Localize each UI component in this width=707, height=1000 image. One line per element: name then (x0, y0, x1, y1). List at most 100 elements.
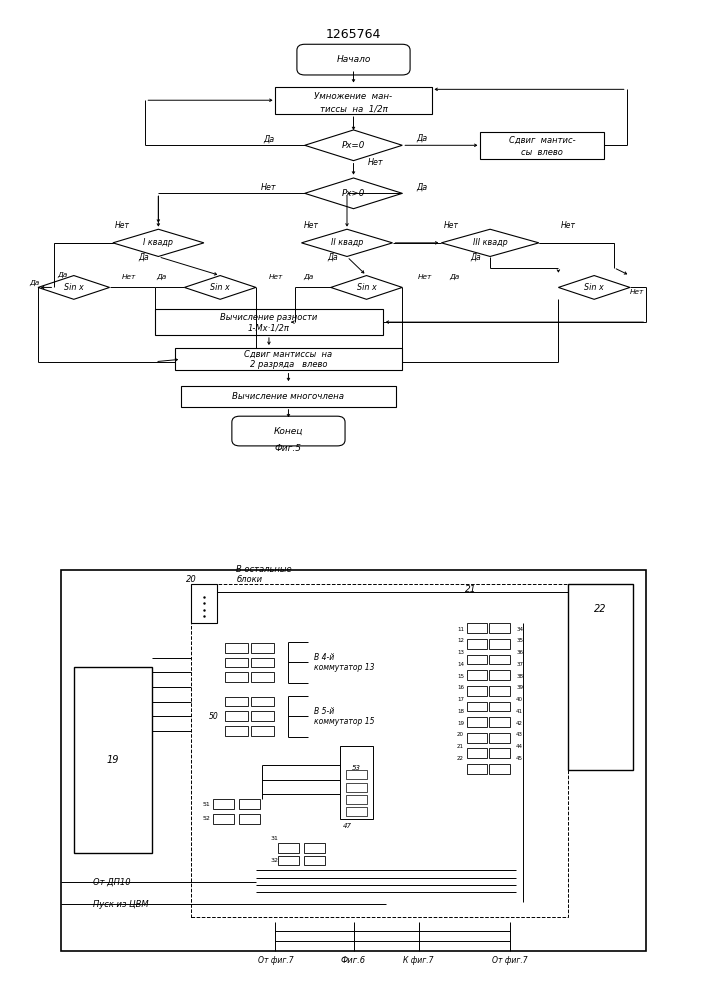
Text: Sin x: Sin x (356, 283, 376, 292)
Text: Умножение  ман-: Умножение ман- (315, 92, 392, 101)
Text: 51: 51 (203, 802, 211, 807)
Text: Фиг.5: Фиг.5 (275, 444, 302, 453)
Text: 20: 20 (457, 732, 464, 737)
Text: 11: 11 (457, 627, 464, 632)
Text: От фиг.7: От фиг.7 (492, 956, 527, 965)
Bar (251, 697, 274, 706)
Text: 50: 50 (209, 712, 218, 721)
Text: 1265764: 1265764 (326, 28, 381, 41)
Text: Да: Да (303, 273, 313, 280)
Bar (304, 843, 325, 853)
Text: Нет: Нет (443, 221, 459, 230)
Text: 2 разряда   влево: 2 разряда влево (250, 360, 327, 369)
Text: Вычисление многочлена: Вычисление многочлена (233, 392, 344, 401)
Text: 52: 52 (202, 816, 211, 821)
Text: 42: 42 (516, 721, 523, 726)
Bar (346, 770, 367, 779)
Bar (278, 856, 299, 865)
Bar (467, 764, 488, 774)
Text: 35: 35 (516, 638, 523, 643)
Bar (346, 807, 367, 816)
Bar (341, 746, 373, 819)
Text: Да: Да (156, 273, 167, 280)
Text: Да: Да (30, 279, 40, 286)
Text: 16: 16 (457, 685, 464, 690)
Text: 22: 22 (595, 604, 607, 614)
Text: 39: 39 (516, 685, 523, 690)
Text: 20: 20 (185, 575, 197, 584)
Bar (225, 726, 248, 736)
Text: Фиг.6: Фиг.6 (341, 956, 366, 965)
Bar (489, 623, 510, 633)
Bar (346, 783, 367, 792)
Text: Пуск из ЦВМ: Пуск из ЦВМ (93, 900, 149, 909)
Bar (251, 672, 274, 682)
FancyBboxPatch shape (480, 132, 604, 159)
Bar (213, 814, 234, 824)
Text: Нет: Нет (629, 289, 643, 295)
Bar (489, 733, 510, 743)
Bar (467, 748, 488, 758)
Bar (225, 697, 248, 706)
Text: Сдвиг  мантис-: Сдвиг мантис- (509, 136, 575, 145)
Text: тиссы  на  1/2π: тиссы на 1/2π (320, 105, 387, 114)
Text: Sin x: Sin x (64, 283, 83, 292)
Text: Сдвиг мантиссы  на: Сдвиг мантиссы на (245, 350, 332, 359)
Bar (191, 584, 568, 917)
FancyBboxPatch shape (297, 44, 410, 75)
Bar (61, 570, 646, 951)
Text: К фиг.7: К фиг.7 (403, 956, 434, 965)
Text: Нет: Нет (561, 221, 575, 230)
Text: Sin x: Sin x (584, 283, 604, 292)
Bar (278, 843, 299, 853)
Text: 45: 45 (516, 756, 523, 761)
FancyBboxPatch shape (175, 348, 402, 370)
Polygon shape (305, 130, 402, 161)
Text: 1-Mx·1/2π: 1-Mx·1/2π (248, 324, 290, 333)
Text: 22: 22 (457, 756, 464, 761)
Text: В остальные
блоки: В остальные блоки (236, 565, 292, 584)
Bar (74, 667, 152, 853)
Text: В 5-й
коммутатор 15: В 5-й коммутатор 15 (315, 707, 375, 726)
Bar (467, 717, 488, 727)
Text: 40: 40 (516, 697, 523, 702)
Bar (467, 623, 488, 633)
Bar (467, 733, 488, 743)
Polygon shape (331, 276, 402, 299)
Polygon shape (305, 178, 402, 209)
Bar (467, 670, 488, 680)
Text: 15: 15 (457, 674, 464, 679)
Bar (346, 795, 367, 804)
Text: 14: 14 (457, 662, 464, 667)
Polygon shape (38, 276, 110, 299)
Text: Нет: Нет (115, 221, 130, 230)
Bar (467, 702, 488, 711)
Text: Да: Да (470, 252, 481, 261)
Text: 32: 32 (271, 858, 279, 863)
Bar (251, 643, 274, 653)
Text: Нет: Нет (261, 183, 276, 192)
Text: Да: Да (449, 273, 460, 280)
Text: III квадр: III квадр (473, 238, 508, 247)
Text: От фиг.7: От фиг.7 (257, 956, 293, 965)
Bar (225, 643, 248, 653)
Text: Да: Да (327, 252, 338, 261)
Bar (225, 672, 248, 682)
FancyBboxPatch shape (232, 416, 345, 446)
Bar (489, 764, 510, 774)
Text: 17: 17 (457, 697, 464, 702)
Bar (489, 748, 510, 758)
Text: 43: 43 (516, 732, 523, 737)
Text: 31: 31 (271, 836, 279, 841)
Text: От ДП10: От ДП10 (93, 878, 131, 887)
Text: Нет: Нет (304, 221, 319, 230)
Text: 44: 44 (516, 744, 523, 749)
Polygon shape (559, 276, 630, 299)
Text: Да: Да (416, 183, 427, 192)
FancyBboxPatch shape (155, 309, 382, 335)
Text: 37: 37 (516, 662, 523, 667)
Bar (304, 856, 325, 865)
Text: Нет: Нет (368, 158, 383, 167)
Bar (489, 655, 510, 664)
Bar (225, 711, 248, 721)
